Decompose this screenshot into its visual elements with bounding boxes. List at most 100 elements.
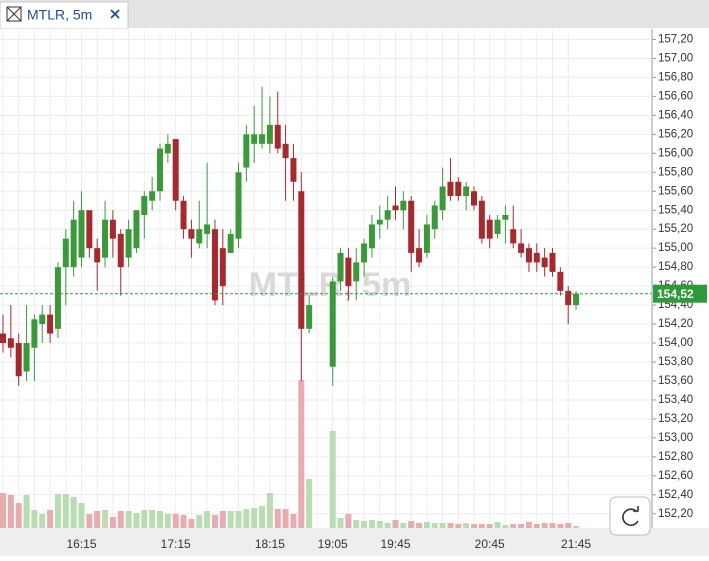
volume-bar	[525, 522, 532, 528]
volume-bar	[541, 523, 548, 528]
candle-body	[141, 196, 148, 215]
candle-body	[486, 219, 493, 239]
candle-body	[384, 210, 391, 220]
candle-body	[180, 200, 187, 230]
y-tick-label: 154,80	[658, 261, 693, 273]
x-tick-label: 19:45	[380, 537, 410, 551]
candle-body	[31, 319, 38, 348]
refresh-button[interactable]	[609, 496, 651, 536]
volume-bar	[235, 511, 242, 528]
candle-body	[172, 139, 179, 201]
volume-bar	[502, 525, 509, 528]
volume-bar	[557, 524, 564, 528]
volume-bar	[23, 495, 30, 528]
candle-body	[510, 229, 517, 244]
candle-body	[86, 210, 93, 249]
volume-bar	[211, 515, 218, 528]
candle-body	[502, 214, 509, 220]
candle-body	[196, 229, 203, 244]
y-tick-label: 152,20	[658, 508, 693, 520]
candle-body	[306, 305, 313, 329]
refresh-box[interactable]	[609, 496, 651, 536]
candle-body	[368, 224, 375, 249]
x-tick-label: 20:45	[475, 537, 505, 551]
volume-bar	[86, 514, 93, 528]
volume-bar	[274, 509, 281, 528]
y-tick-label: 153,80	[658, 356, 693, 368]
x-tick-label: 18:15	[255, 537, 285, 551]
candle-body	[408, 200, 415, 253]
volume-bar	[204, 511, 211, 528]
volume-bar	[565, 523, 572, 528]
volume-bar	[447, 523, 454, 528]
candle-body	[525, 248, 532, 263]
candle-body	[7, 338, 14, 348]
volume-bar	[533, 524, 540, 528]
candle-body	[494, 219, 501, 234]
candle-body	[549, 252, 556, 272]
volume-bar	[164, 514, 171, 528]
volume-bar	[149, 510, 156, 528]
candle-body	[455, 181, 462, 196]
volume-bar	[70, 497, 77, 528]
volume-bar	[329, 431, 336, 528]
volume-bar	[243, 509, 250, 528]
y-tick-label: 156,80	[658, 71, 693, 83]
volume-bar	[455, 524, 462, 528]
candle-body	[392, 205, 399, 211]
volume-bar	[471, 524, 477, 528]
last-price-box	[653, 284, 707, 303]
candle-body	[243, 134, 250, 168]
y-tick-label: 156,20	[658, 128, 693, 140]
candle-body	[573, 293, 580, 306]
volume-bar	[259, 506, 266, 528]
y-tick-label: 156,60	[658, 90, 693, 102]
candle-body	[463, 186, 470, 196]
tab-close[interactable]	[110, 9, 120, 19]
candle-body	[423, 224, 430, 253]
volume-bar	[518, 524, 525, 528]
volume-bar	[157, 511, 163, 528]
candle-body	[235, 172, 242, 239]
volume-bar	[337, 518, 344, 528]
candle-body	[337, 252, 344, 282]
candle-body	[70, 219, 77, 268]
candle-body	[211, 229, 218, 301]
volume-bar	[282, 509, 289, 528]
candle-body	[39, 314, 46, 325]
y-tick-label: 153,20	[658, 413, 693, 425]
volume-bar	[353, 520, 360, 528]
y-tick-label: 152,60	[658, 470, 693, 482]
volume-bar	[133, 513, 140, 528]
candle-body	[219, 248, 226, 287]
candle-body	[15, 343, 22, 377]
volume-bar	[219, 511, 226, 528]
candle-body	[125, 229, 132, 258]
volume-bar	[251, 508, 258, 528]
candle-body	[164, 143, 171, 154]
candle-body	[204, 224, 211, 234]
volume-bar	[400, 523, 407, 528]
volume-bar	[290, 514, 297, 528]
y-tick-label: 155,40	[658, 204, 693, 216]
candle-body	[109, 219, 116, 239]
volume-bar	[54, 494, 61, 528]
plot-area	[0, 29, 652, 528]
candle-body	[54, 267, 61, 329]
volume-bar	[117, 511, 124, 528]
candle-body	[274, 124, 281, 149]
candle-body	[431, 205, 438, 230]
volume-bar	[141, 510, 148, 528]
volume-bar	[392, 520, 399, 528]
candle-body	[251, 134, 258, 144]
volume-bar	[510, 524, 517, 528]
candle-body	[102, 219, 109, 258]
volume-bar	[47, 510, 54, 528]
candle-body	[282, 143, 289, 159]
candle-body	[259, 134, 266, 144]
candle-body	[447, 181, 454, 196]
volume-bar	[109, 517, 116, 528]
candle-body	[416, 248, 423, 263]
last-price-label: 154,52	[657, 287, 694, 301]
x-tick-label: 21:45	[561, 537, 591, 551]
